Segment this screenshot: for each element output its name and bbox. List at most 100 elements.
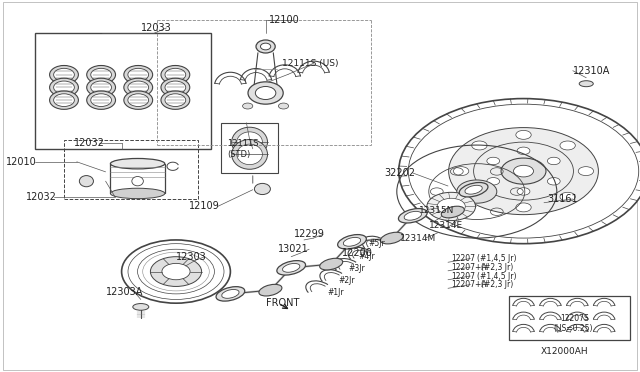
Circle shape bbox=[547, 177, 560, 185]
Circle shape bbox=[150, 257, 202, 286]
Text: 12207+A: 12207+A bbox=[451, 280, 487, 289]
Ellipse shape bbox=[128, 81, 148, 94]
Ellipse shape bbox=[54, 94, 74, 106]
Circle shape bbox=[547, 157, 560, 165]
Text: 12100: 12100 bbox=[269, 16, 300, 25]
Text: 12303A: 12303A bbox=[106, 287, 143, 297]
Text: 12111S: 12111S bbox=[227, 139, 259, 148]
Text: 12303: 12303 bbox=[176, 252, 207, 262]
Ellipse shape bbox=[91, 94, 111, 106]
Circle shape bbox=[517, 147, 530, 154]
Circle shape bbox=[122, 240, 230, 303]
Ellipse shape bbox=[91, 68, 111, 81]
Ellipse shape bbox=[165, 81, 186, 94]
Ellipse shape bbox=[50, 65, 79, 84]
Ellipse shape bbox=[399, 209, 427, 223]
Text: 12207+A: 12207+A bbox=[451, 263, 487, 272]
Ellipse shape bbox=[128, 94, 148, 106]
Ellipse shape bbox=[161, 65, 190, 84]
Ellipse shape bbox=[277, 261, 305, 275]
Ellipse shape bbox=[124, 91, 153, 109]
Ellipse shape bbox=[87, 78, 116, 97]
Ellipse shape bbox=[128, 68, 148, 81]
Circle shape bbox=[579, 167, 593, 176]
Ellipse shape bbox=[124, 78, 153, 97]
Text: 32202: 32202 bbox=[384, 168, 415, 178]
Circle shape bbox=[437, 198, 465, 215]
Text: 13021: 13021 bbox=[278, 244, 309, 254]
Bar bbox=[509, 296, 630, 340]
Ellipse shape bbox=[161, 91, 190, 109]
Ellipse shape bbox=[338, 235, 366, 249]
Circle shape bbox=[457, 180, 497, 203]
Ellipse shape bbox=[260, 43, 271, 50]
Circle shape bbox=[399, 99, 640, 244]
Text: 12109: 12109 bbox=[189, 202, 220, 211]
Ellipse shape bbox=[460, 183, 488, 197]
Circle shape bbox=[162, 263, 190, 280]
Circle shape bbox=[427, 192, 476, 221]
Text: (STD): (STD) bbox=[227, 150, 250, 159]
Bar bbox=[64, 140, 198, 199]
Text: 12314M: 12314M bbox=[400, 234, 436, 243]
Text: 31161: 31161 bbox=[547, 194, 578, 204]
Circle shape bbox=[472, 141, 487, 150]
Ellipse shape bbox=[255, 86, 276, 99]
Bar bbox=[35, 33, 211, 149]
Text: 12032: 12032 bbox=[74, 138, 104, 148]
Ellipse shape bbox=[248, 82, 283, 104]
Ellipse shape bbox=[441, 206, 465, 218]
Ellipse shape bbox=[50, 91, 79, 109]
Text: 12111S (US): 12111S (US) bbox=[282, 59, 338, 68]
Circle shape bbox=[513, 165, 534, 177]
Ellipse shape bbox=[110, 188, 165, 199]
Ellipse shape bbox=[404, 211, 422, 220]
Ellipse shape bbox=[91, 81, 111, 94]
Ellipse shape bbox=[232, 140, 268, 169]
Text: #3Jr: #3Jr bbox=[349, 264, 365, 273]
Ellipse shape bbox=[259, 284, 282, 296]
Circle shape bbox=[487, 177, 500, 185]
Ellipse shape bbox=[110, 158, 165, 169]
Circle shape bbox=[487, 157, 500, 165]
Ellipse shape bbox=[237, 144, 262, 164]
Text: #4Jr: #4Jr bbox=[358, 252, 375, 261]
Text: 12310A: 12310A bbox=[573, 66, 610, 76]
Text: 12207S: 12207S bbox=[560, 314, 589, 323]
Ellipse shape bbox=[133, 304, 149, 310]
Text: 12032: 12032 bbox=[26, 192, 56, 202]
Ellipse shape bbox=[50, 78, 79, 97]
Ellipse shape bbox=[232, 127, 268, 157]
Text: 12207: 12207 bbox=[451, 272, 475, 280]
Ellipse shape bbox=[132, 176, 143, 186]
Ellipse shape bbox=[87, 91, 116, 109]
Ellipse shape bbox=[343, 237, 361, 246]
Ellipse shape bbox=[165, 94, 186, 106]
Text: (#1,4,5 Jr): (#1,4,5 Jr) bbox=[477, 254, 516, 263]
Circle shape bbox=[560, 141, 575, 150]
Circle shape bbox=[453, 167, 468, 176]
Text: (#2,3 Jr): (#2,3 Jr) bbox=[481, 263, 513, 272]
Text: #1Jr: #1Jr bbox=[328, 288, 344, 297]
Bar bbox=[221, 123, 278, 173]
Text: 12033: 12033 bbox=[141, 23, 172, 33]
Text: 12315N: 12315N bbox=[419, 206, 454, 215]
Circle shape bbox=[278, 103, 289, 109]
Ellipse shape bbox=[124, 65, 153, 84]
Ellipse shape bbox=[256, 40, 275, 53]
Ellipse shape bbox=[54, 81, 74, 94]
Text: X12000AH: X12000AH bbox=[541, 347, 588, 356]
Ellipse shape bbox=[87, 65, 116, 84]
Ellipse shape bbox=[165, 68, 186, 81]
Ellipse shape bbox=[161, 78, 190, 97]
Ellipse shape bbox=[380, 232, 404, 244]
Ellipse shape bbox=[319, 258, 343, 270]
Ellipse shape bbox=[579, 81, 593, 87]
Text: 12200: 12200 bbox=[342, 248, 373, 258]
Circle shape bbox=[472, 192, 487, 201]
Ellipse shape bbox=[216, 287, 244, 301]
Circle shape bbox=[560, 192, 575, 201]
Circle shape bbox=[516, 203, 531, 212]
Ellipse shape bbox=[254, 183, 270, 195]
Ellipse shape bbox=[282, 263, 300, 272]
